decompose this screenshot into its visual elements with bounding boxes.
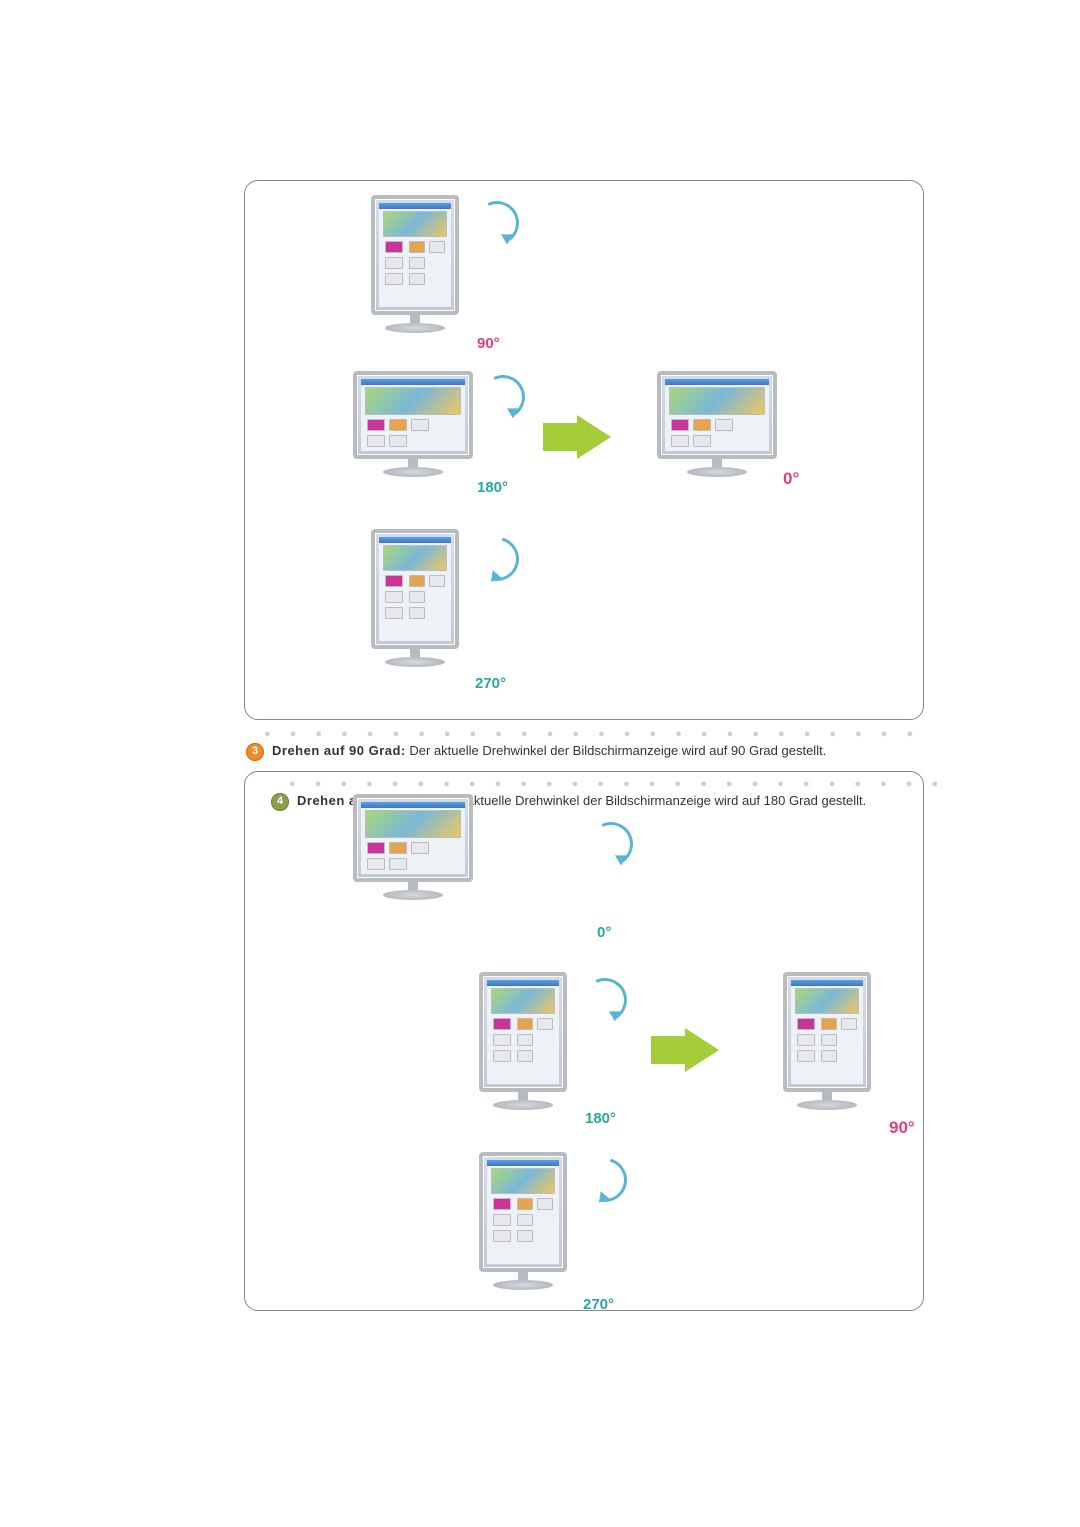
divider-dots: ● ● ● ● ● ● ● ● ● ● ● ● ● ● ● ● ● ● ● ● … (289, 778, 939, 790)
bullet-text: Drehen auf 90 Grad: Der aktuelle Drehwin… (272, 742, 826, 760)
bullet-3: 3 Drehen auf 90 Grad: Der aktuelle Drehw… (246, 742, 906, 761)
rotation-diagram-180: 0° 180° 90° 270° ● ● ● ● ● ● ● ● ● ● ● ●… (244, 771, 924, 1311)
monitor-270 (371, 529, 459, 667)
angle-label-0: 0° (597, 924, 611, 941)
angle-label-270: 270° (583, 1296, 614, 1313)
bullet-desc: Der aktuelle Drehwinkel der Bildschirman… (442, 793, 866, 808)
angle-label-180: 180° (585, 1110, 616, 1127)
angle-label-270: 270° (475, 675, 506, 692)
monitor-0: 0° 180° 90° 270° (353, 794, 473, 900)
angle-label-result: 0° (783, 469, 799, 489)
monitor-180 (479, 972, 567, 1110)
curve-arrow-icon (475, 369, 531, 425)
rotation-diagram-90: 90° 180° 0° 270° (244, 180, 924, 720)
monitor-90 (371, 195, 459, 333)
curve-arrow-icon (577, 972, 633, 1028)
monitor-result-0 (657, 371, 777, 477)
curve-arrow-icon (583, 816, 639, 872)
divider-dots: ● ● ● ● ● ● ● ● ● ● ● ● ● ● ● ● ● ● ● ● … (264, 728, 914, 740)
monitor-180 (353, 371, 473, 477)
curve-arrow-icon (467, 529, 527, 589)
angle-label-180: 180° (477, 479, 508, 496)
arrow-right-icon (685, 1028, 719, 1072)
arrow-right-icon (577, 415, 611, 459)
monitor-result-90 (783, 972, 871, 1110)
bullet-number-icon: 3 (246, 743, 264, 761)
bullet-number-icon: 4 (271, 793, 289, 811)
monitor-270 (479, 1152, 567, 1290)
curve-arrow-icon (575, 1150, 635, 1210)
angle-label-result: 90° (889, 1118, 915, 1138)
angle-label-90: 90° (477, 335, 500, 352)
curve-arrow-icon (469, 195, 525, 251)
bullet-title: Drehen auf 90 Grad: (272, 743, 406, 758)
bullet-desc: Der aktuelle Drehwinkel der Bildschirman… (409, 743, 826, 758)
